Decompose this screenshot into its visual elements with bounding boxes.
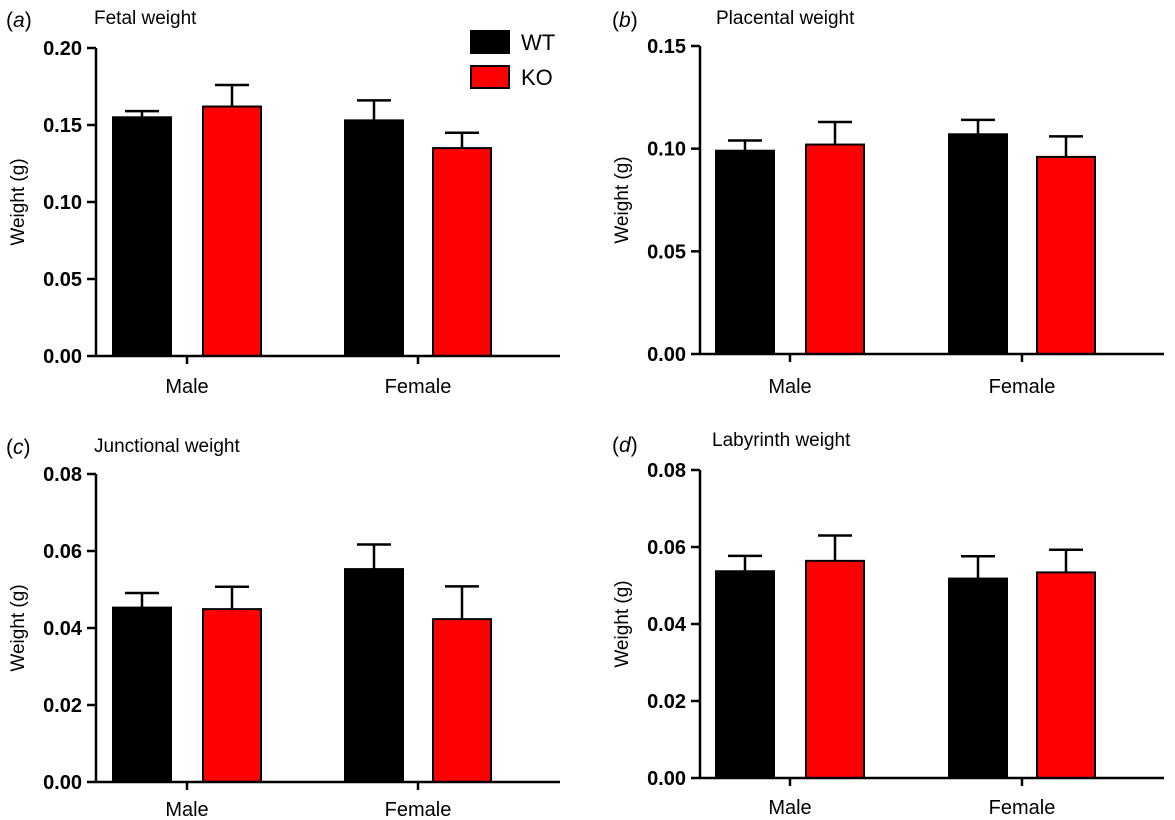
y-tick-label: 0.10: [43, 192, 82, 214]
y-tick-label: 0.08: [43, 464, 82, 486]
bar-wt-female: [344, 568, 404, 783]
y-axis-title: Weight (g): [612, 156, 633, 243]
y-tick-label: 0.02: [647, 691, 686, 713]
chart-title: Placental weight: [716, 8, 855, 29]
y-tick-label: 0.02: [43, 695, 82, 717]
panel-label: (b): [612, 9, 638, 32]
chart-title: Fetal weight: [94, 8, 197, 29]
panel-b: (b) Placental weight Weight (g) 0.00 0.05 0.1…: [612, 8, 1164, 398]
bar-ko-male: [805, 143, 865, 355]
legend: WT KO: [470, 30, 555, 90]
chart-title: Junctional weight: [94, 436, 240, 457]
bar-ko-female: [432, 147, 492, 357]
panels: (a) Fetal weight Weight (g) 0.00 0.05 0.10 0.1…: [6, 8, 1164, 820]
bar-ko-male: [805, 559, 865, 779]
x-tick-label: Male: [768, 376, 811, 398]
y-tick-label: 0.05: [647, 241, 686, 263]
bar-wt-male: [112, 606, 172, 783]
y-tick-label: 0.20: [43, 38, 82, 60]
y-tick-label: 0.00: [647, 768, 686, 790]
bar-wt-female: [344, 119, 404, 357]
y-tick-label: 0.15: [647, 36, 686, 58]
bar-ko-male: [202, 608, 262, 784]
bar-wt-female: [948, 133, 1008, 355]
y-tick-label: 0.04: [43, 618, 83, 640]
y-tick-label: 0.15: [43, 115, 82, 137]
legend-swatch-wt: [470, 30, 510, 54]
legend-label-ko: KO: [521, 65, 553, 90]
panel-label: (d): [612, 434, 638, 457]
y-tick-label: 0.00: [43, 346, 82, 368]
legend-swatch-ko: [470, 65, 510, 89]
chart-title: Labyrinth weight: [712, 430, 851, 451]
panel-c: (c) Junctional weight Weight (g) 0.00 0.02 0.…: [6, 436, 560, 820]
bar-wt-male: [715, 570, 775, 779]
bar-ko-female: [432, 618, 492, 784]
y-tick-label: 0.10: [647, 139, 686, 161]
x-tick-label: Male: [165, 376, 208, 398]
x-tick-label: Female: [385, 376, 452, 398]
y-tick-label: 0.05: [43, 269, 82, 291]
y-axis-title: Weight (g): [8, 584, 29, 671]
x-tick-label: Female: [385, 799, 452, 820]
legend-label-wt: WT: [521, 30, 555, 55]
panel-a: (a) Fetal weight Weight (g) 0.00 0.05 0.10 0.1…: [6, 8, 560, 398]
panel-label: (c): [6, 436, 31, 459]
bar-wt-male: [715, 149, 775, 355]
x-tick-label: Female: [989, 376, 1056, 398]
panel-d: (d) Labyrinth weight Weight (g) 0.00 0.02 0.0…: [612, 430, 1164, 819]
y-tick-label: 0.00: [647, 344, 686, 366]
bar-wt-male: [112, 116, 172, 357]
x-tick-label: Female: [989, 797, 1056, 819]
y-tick-label: 0.04: [647, 614, 687, 636]
y-axis-title: Weight (g): [612, 580, 633, 667]
y-tick-label: 0.00: [43, 772, 82, 794]
y-axis-title: Weight (g): [8, 158, 29, 245]
bar-wt-female: [948, 577, 1008, 779]
bar-ko-male: [202, 105, 262, 357]
bar-ko-female: [1036, 155, 1096, 355]
y-tick-label: 0.08: [647, 460, 686, 482]
x-tick-label: Male: [165, 799, 208, 820]
bar-ko-female: [1036, 571, 1096, 779]
panel-label: (a): [6, 9, 32, 32]
y-tick-label: 0.06: [43, 541, 82, 563]
y-tick-label: 0.06: [647, 537, 686, 559]
x-tick-label: Male: [768, 797, 811, 819]
